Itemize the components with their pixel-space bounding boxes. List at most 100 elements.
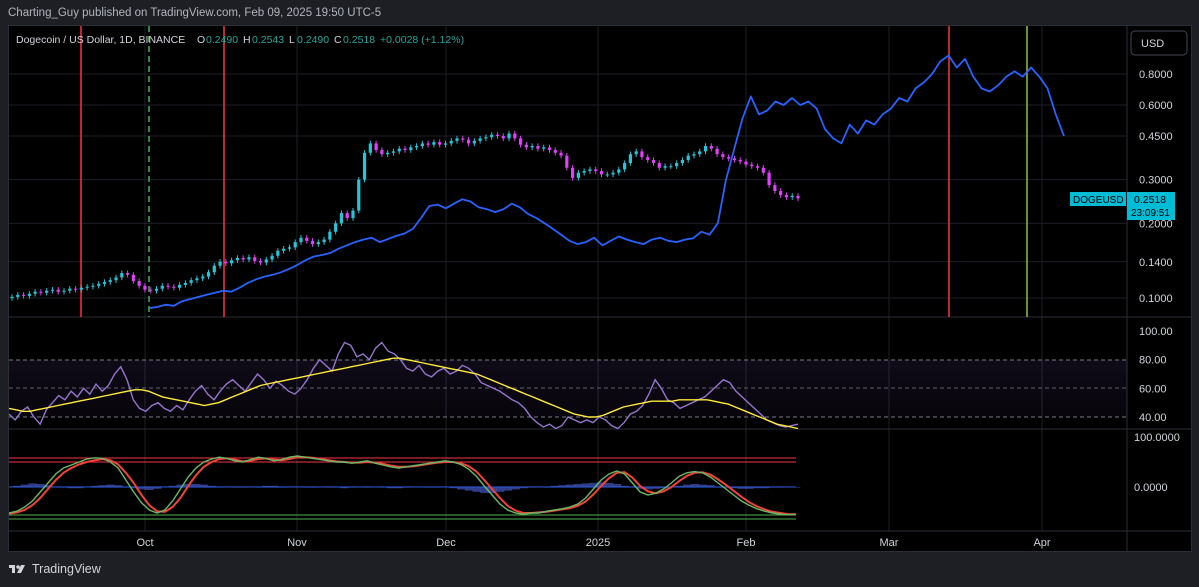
candle-body	[270, 255, 274, 260]
osc-histogram-bar	[355, 487, 365, 488]
osc-tick-1: 0.0000	[1134, 482, 1168, 494]
price-tick-1: 0.6000	[1139, 100, 1173, 112]
candle-body	[449, 140, 453, 144]
candle-body	[692, 154, 696, 156]
candle-body	[368, 143, 372, 153]
candle-body	[409, 147, 413, 151]
currency-button[interactable]: USD	[1130, 30, 1188, 56]
candle-body	[114, 277, 118, 281]
candle-body	[120, 273, 124, 278]
price-tick-4: 0.2000	[1139, 218, 1173, 230]
candle-body	[669, 166, 673, 168]
chart-canvas[interactable]: Dogecoin / US Dollar, 1D, BINANCE O 0.24…	[9, 26, 1192, 552]
oscillator-series[interactable]	[9, 455, 801, 516]
osc-histogram-bar	[83, 487, 92, 488]
candle-body	[391, 151, 396, 153]
candle-body	[166, 285, 170, 287]
osc-histogram-bar	[425, 486, 435, 487]
candle-body	[172, 286, 176, 288]
osc-histogram-bar	[706, 485, 715, 487]
candle-body	[299, 237, 303, 243]
osc-histogram-bar	[745, 487, 754, 489]
osc-histogram-bar	[379, 487, 388, 488]
candle-body	[247, 257, 251, 260]
time-label-3: 2025	[586, 537, 610, 549]
rsi-band-fill	[9, 360, 1127, 417]
candle-body	[143, 285, 147, 290]
osc-histogram-bar	[636, 487, 645, 489]
osc-histogram-bar	[581, 483, 591, 487]
candle-body	[310, 240, 315, 245]
osc-histogram-bar	[534, 487, 544, 488]
osc-histogram-bar	[371, 487, 380, 488]
rsi-line	[9, 341, 799, 430]
candle-body	[21, 294, 26, 296]
rsi-ma-line	[9, 357, 799, 430]
candle-body	[276, 250, 280, 256]
candle-body	[732, 158, 737, 161]
candle-body	[345, 213, 349, 219]
osc-histogram-bar	[729, 487, 739, 489]
chart-frame[interactable]: Dogecoin / US Dollar, 1D, BINANCE O 0.24…	[8, 25, 1192, 552]
candle-body	[680, 160, 685, 164]
osc-histogram-bar	[262, 485, 271, 487]
osc-main-line	[9, 455, 797, 516]
candle-body	[594, 169, 598, 172]
candle-body	[125, 273, 130, 275]
candle-body	[62, 290, 66, 292]
time-label-6: Apr	[1033, 537, 1050, 549]
candle-body	[230, 260, 234, 264]
osc-histogram-bar	[324, 487, 333, 488]
osc-histogram-bar	[90, 485, 100, 487]
osc-histogram-bar	[573, 484, 583, 487]
osc-histogram-bar	[199, 484, 209, 487]
candle-body	[443, 143, 448, 145]
brand-footer: TradingView	[8, 562, 101, 576]
candle-body	[420, 143, 424, 147]
osc-histogram-bar	[737, 487, 746, 489]
rsi-tick-2: 60.00	[1139, 383, 1167, 395]
candle-body	[426, 143, 430, 145]
candle-body	[339, 213, 344, 224]
rsi-series[interactable]	[9, 341, 799, 430]
osc-histogram-bar	[472, 487, 481, 492]
candle-body	[784, 195, 789, 198]
rsi-tick-0: 100.00	[1139, 326, 1173, 338]
candle-body	[605, 174, 609, 176]
candle-body	[206, 272, 211, 277]
time-axis-labels: Oct Nov Dec 2025 Feb Mar Apr	[136, 537, 1050, 549]
osc-histogram-bar	[503, 487, 513, 491]
osc-histogram-bar	[192, 484, 201, 487]
high-value: 0.2543	[252, 34, 284, 46]
countdown-timer: 23:09:51	[1131, 208, 1170, 219]
candle-body	[571, 167, 575, 178]
candle-body	[559, 152, 563, 156]
last-price-tag[interactable]: DOGEUSD 0.2518 23:09:51	[1070, 192, 1175, 220]
osc-histogram-bar	[386, 487, 396, 489]
grid-lines	[9, 26, 1127, 531]
osc-histogram-bar	[207, 485, 216, 487]
osc-histogram-bar	[402, 487, 411, 488]
candle-body	[727, 157, 731, 159]
candlestick-series[interactable]	[10, 130, 800, 301]
candle-body	[201, 276, 205, 279]
osc-histogram-bar	[760, 487, 770, 489]
osc-histogram-bar	[114, 485, 123, 487]
osc-histogram-bar	[519, 487, 528, 489]
osc-histogram-bar	[246, 487, 255, 488]
candle-body	[761, 167, 765, 173]
osc-histogram-bar	[340, 487, 349, 489]
osc-histogram-bar	[449, 487, 458, 489]
blue-overlay-series[interactable]	[148, 54, 1065, 310]
osc-histogram-bar	[690, 484, 700, 487]
candle-body	[79, 287, 83, 290]
candle-body	[374, 143, 378, 151]
candle-body	[495, 134, 500, 136]
candle-body	[484, 137, 488, 139]
osc-histogram-bar	[418, 487, 427, 488]
osc-histogram-bar	[316, 487, 326, 488]
price-tick-2: 0.4500	[1139, 131, 1173, 143]
candle-body	[576, 172, 580, 178]
osc-histogram-bar	[589, 482, 598, 487]
oscillator-tick-labels: 100.0000 0.0000	[1134, 432, 1180, 494]
